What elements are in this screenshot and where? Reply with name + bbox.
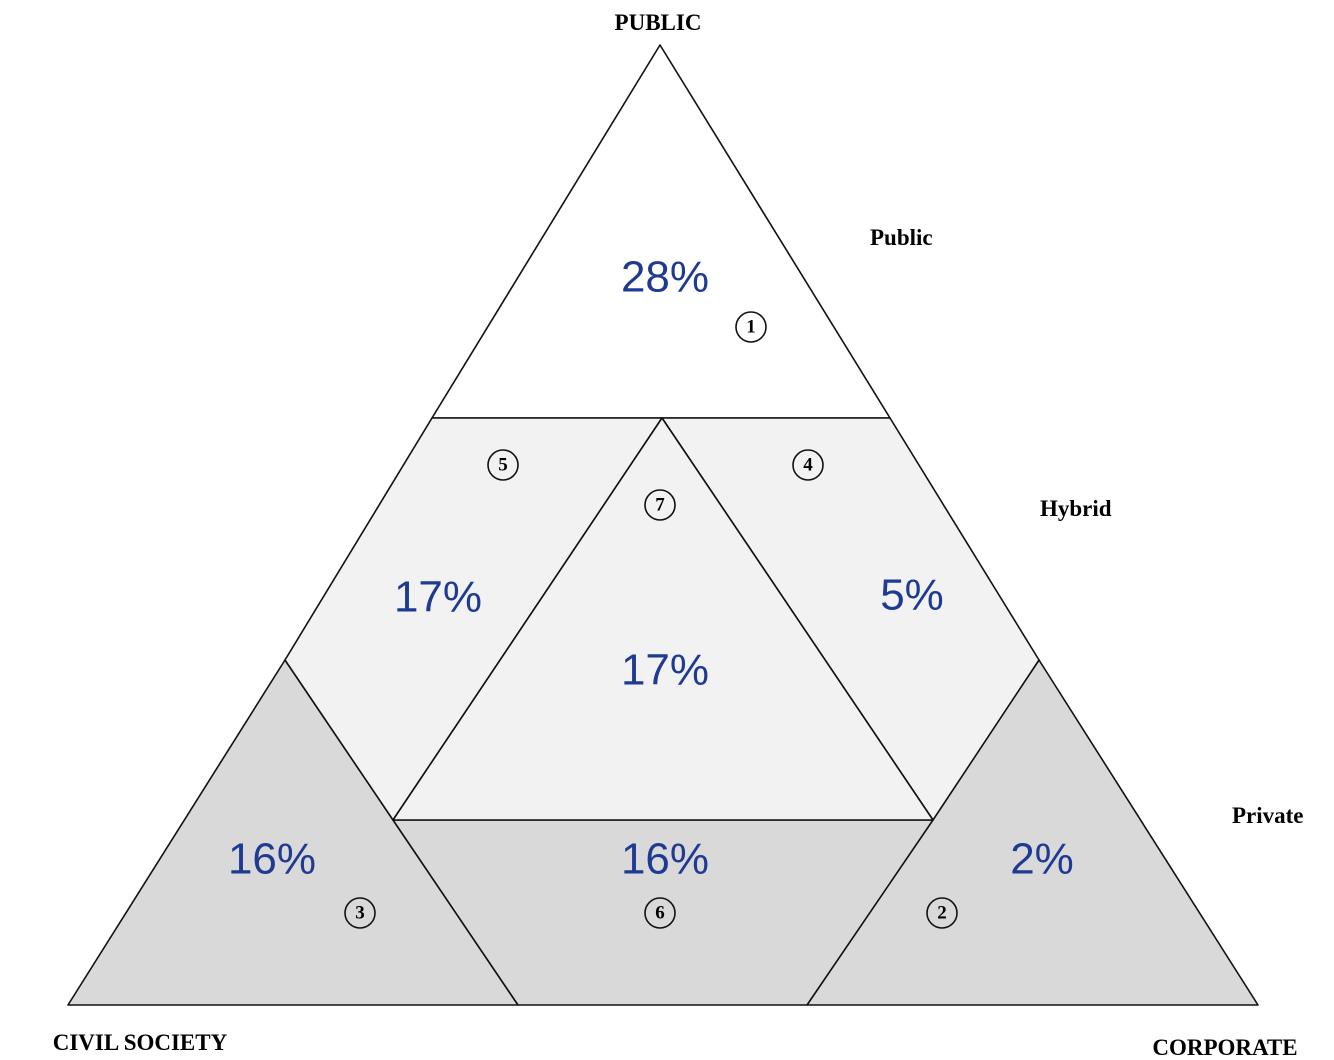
number-circle — [644, 897, 676, 929]
vertex-label: CORPORATE — [1152, 1035, 1297, 1060]
number-circle — [926, 897, 958, 929]
number-circle — [487, 449, 519, 481]
number-circle — [792, 449, 824, 481]
region — [392, 417, 934, 821]
region-share: 28% — [621, 253, 709, 302]
region-number: 7 — [655, 495, 665, 516]
level-label: Public — [870, 225, 933, 250]
region-number: 5 — [498, 455, 508, 476]
region-share: 16% — [621, 835, 709, 884]
level-label: Private — [1232, 803, 1304, 828]
number-circle — [735, 311, 767, 343]
number-circle — [644, 489, 676, 521]
vertex-label: PUBLIC — [615, 10, 702, 35]
region-number: 1 — [746, 317, 756, 338]
region-share: 17% — [394, 573, 482, 622]
number-circle — [344, 897, 376, 929]
region-share: 16% — [228, 835, 316, 884]
level-label: Hybrid — [1040, 496, 1112, 521]
region-share: 17% — [621, 646, 709, 695]
region-number: 2 — [937, 903, 947, 924]
region-number: 4 — [803, 455, 813, 476]
region-number: 3 — [355, 903, 365, 924]
region-share: 2% — [1010, 835, 1074, 884]
vertex-label: CIVIL SOCIETY — [53, 1030, 228, 1055]
region — [431, 44, 891, 419]
region-share: 5% — [880, 571, 944, 620]
region-number: 6 — [655, 903, 665, 924]
